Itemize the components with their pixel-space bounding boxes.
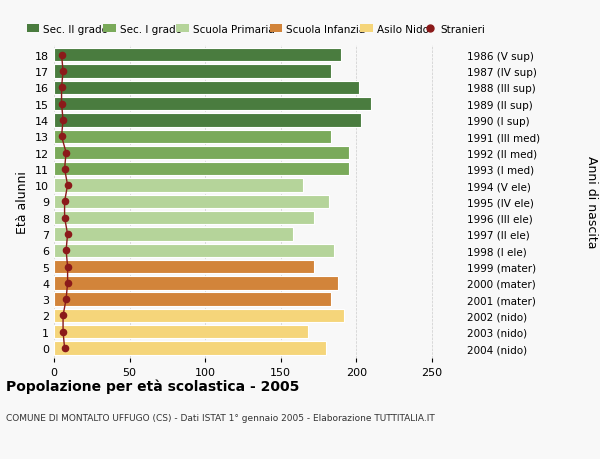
Legend: Sec. II grado, Sec. I grado, Scuola Primaria, Scuola Infanzia, Asilo Nido, Stran: Sec. II grado, Sec. I grado, Scuola Prim… [26,24,485,34]
Point [63,263,73,271]
Bar [54,82,359,95]
Point [61,296,71,303]
Point [63,280,73,287]
Bar [54,195,329,209]
Point [57,84,67,92]
Point [61,247,71,254]
Point [58,312,68,319]
Text: Anni di nascita: Anni di nascita [584,156,598,248]
Point [57,133,67,140]
Bar [54,228,293,241]
Bar [54,309,344,322]
Bar [54,325,308,339]
Y-axis label: Età alunni: Età alunni [16,171,29,233]
Point [58,328,68,336]
Bar [54,293,331,306]
Point [60,166,70,173]
Point [57,52,67,59]
Bar [54,114,361,127]
Bar [54,163,349,176]
Bar [54,65,331,78]
Bar [54,341,326,355]
Bar [54,212,314,225]
Bar [54,260,314,274]
Point [58,68,68,76]
Bar [54,98,371,111]
Point [60,214,70,222]
Bar [54,130,331,144]
Point [57,101,67,108]
Bar [54,146,349,160]
Point [60,345,70,352]
Text: COMUNE DI MONTALTO UFFUGO (CS) - Dati ISTAT 1° gennaio 2005 - Elaborazione TUTTI: COMUNE DI MONTALTO UFFUGO (CS) - Dati IS… [6,413,435,422]
Text: Popolazione per età scolastica - 2005: Popolazione per età scolastica - 2005 [6,379,299,393]
Point [63,231,73,238]
Point [63,182,73,190]
Bar [54,277,338,290]
Bar [54,49,341,62]
Bar [54,179,304,192]
Point [61,150,71,157]
Point [60,198,70,206]
Point [58,117,68,124]
Bar [54,244,334,257]
